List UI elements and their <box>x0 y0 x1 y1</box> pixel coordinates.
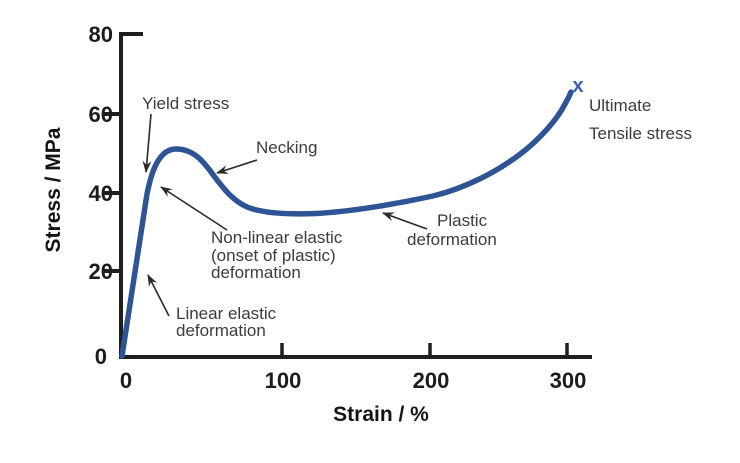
x-axis-label: Strain / % <box>333 403 429 426</box>
linear-elastic-label-line2: deformation <box>176 321 266 340</box>
stress-strain-curve <box>119 89 574 359</box>
y-tick-80: 80 <box>89 22 113 47</box>
axis-lines <box>119 32 592 359</box>
nonlinear-label-line2: (onset of plastic) <box>211 246 336 265</box>
yield-arrow <box>142 113 152 173</box>
nonlinear-arrow <box>160 186 228 231</box>
x-tick-0: 0 <box>120 368 132 393</box>
yield-stress-label: Yield stress <box>142 94 229 113</box>
necking-arrow <box>216 159 258 174</box>
annotation-arrows <box>142 113 428 317</box>
y-tick-20: 20 <box>89 259 113 284</box>
x-tick-100: 100 <box>265 368 302 393</box>
nonlinear-label-line1: Non-linear elastic <box>211 228 343 247</box>
y-tick-0: 0 <box>95 344 107 369</box>
necking-label: Necking <box>256 138 317 157</box>
linear-arrow <box>147 274 170 317</box>
nonlinear-label-line3: deformation <box>211 263 301 282</box>
y-tick-60: 60 <box>89 102 113 127</box>
uts-x-marker: x <box>572 75 583 97</box>
plastic-label-line2: deformation <box>407 230 497 249</box>
y-axis-ticks <box>104 112 121 273</box>
x-tick-200: 200 <box>413 368 450 393</box>
linear-elastic-label-line1: Linear elastic <box>176 304 277 323</box>
ultimate-label-line2: Tensile stress <box>589 124 692 143</box>
plastic-label-line1: Plastic <box>437 211 488 230</box>
y-tick-40: 40 <box>89 181 113 206</box>
y-axis-label: Stress / MPa <box>42 127 65 252</box>
ultimate-label-line1: Ultimate <box>589 96 651 115</box>
plastic-arrow <box>382 212 428 230</box>
x-tick-300: 300 <box>550 368 587 393</box>
x-axis-ticks <box>280 343 569 357</box>
